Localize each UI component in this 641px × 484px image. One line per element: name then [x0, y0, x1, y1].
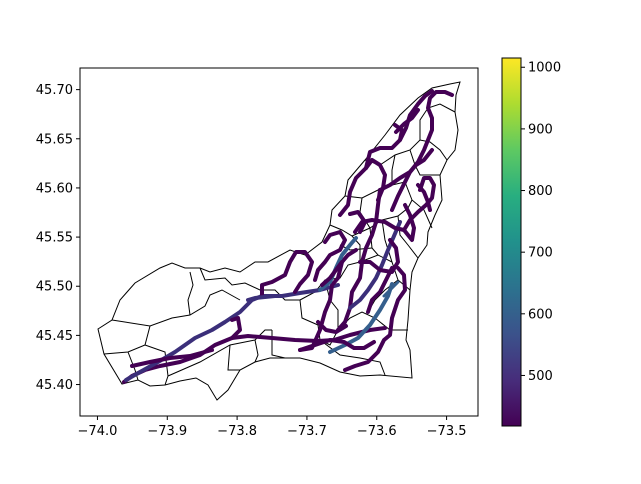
y-tick-label: 45.60 — [36, 181, 73, 196]
y-axis: 45.40 45.45 45.50 45.55 45.60 45.65 45.70 — [36, 83, 80, 393]
district-line — [187, 271, 194, 316]
route-line — [343, 266, 407, 372]
district-line — [409, 149, 440, 176]
colorbar-tick-label: 800 — [528, 184, 553, 199]
route-line — [130, 348, 214, 368]
colorbar-axis: 500 600 700 800 900 1000 — [521, 61, 561, 384]
route-line — [246, 294, 277, 302]
route-line — [364, 123, 404, 170]
route-line — [348, 210, 367, 234]
district-line — [364, 139, 448, 166]
x-axis: −74.0 −73.9 −73.8 −73.7 −73.6 −73.5 — [78, 416, 467, 439]
district-line — [351, 199, 413, 237]
x-tick-label: −74.0 — [78, 424, 118, 439]
route-line — [416, 183, 432, 212]
district-line — [404, 181, 433, 229]
district-line — [111, 289, 241, 327]
colorbar-tick-label: 1000 — [528, 61, 561, 76]
route-line — [382, 280, 400, 298]
route-line — [328, 282, 394, 354]
route-line — [260, 250, 314, 298]
route-line — [122, 326, 387, 384]
route-line — [394, 108, 420, 134]
x-tick-label: −73.5 — [427, 424, 467, 439]
x-tick-label: −73.9 — [147, 424, 187, 439]
y-tick-label: 45.40 — [36, 378, 73, 393]
island-outline — [97, 81, 461, 401]
y-tick-label: 45.70 — [36, 83, 73, 98]
district-line — [167, 329, 272, 377]
y-tick-label: 45.45 — [36, 329, 73, 344]
colorbar-gradient — [501, 57, 522, 427]
x-tick-label: −73.7 — [287, 424, 327, 439]
route-line — [398, 89, 434, 142]
district-line — [127, 351, 139, 381]
map-axes-frame — [79, 67, 479, 417]
route-line — [316, 320, 348, 334]
route-line — [230, 316, 242, 340]
colorbar-tick-label: 700 — [528, 246, 553, 261]
y-tick-label: 45.65 — [36, 132, 73, 147]
y-tick-label: 45.55 — [36, 231, 73, 246]
district-line — [337, 311, 408, 331]
route-line — [353, 203, 416, 242]
route-line — [298, 338, 376, 352]
district-line — [419, 103, 456, 140]
y-tick-label: 45.50 — [36, 280, 73, 295]
colorbar-tick-label: 900 — [528, 122, 553, 137]
route-line — [390, 148, 434, 212]
x-tick-label: −73.6 — [357, 424, 397, 439]
route-line — [320, 260, 344, 287]
colorbar-tick-label: 500 — [528, 369, 553, 384]
district-line — [324, 279, 339, 330]
route-line — [402, 176, 436, 232]
district-line — [254, 339, 259, 363]
route-lines — [122, 89, 454, 384]
district-line — [391, 154, 396, 185]
district-line — [103, 325, 151, 355]
colorbar-tick-label: 600 — [528, 307, 553, 322]
district-line — [381, 219, 393, 263]
district-line — [227, 344, 240, 371]
x-tick-label: −73.8 — [217, 424, 257, 439]
route-line — [318, 236, 358, 292]
route-line — [378, 90, 454, 192]
route-line — [313, 230, 347, 282]
route-line — [366, 266, 394, 314]
district-line — [271, 330, 286, 359]
route-line — [298, 248, 358, 352]
